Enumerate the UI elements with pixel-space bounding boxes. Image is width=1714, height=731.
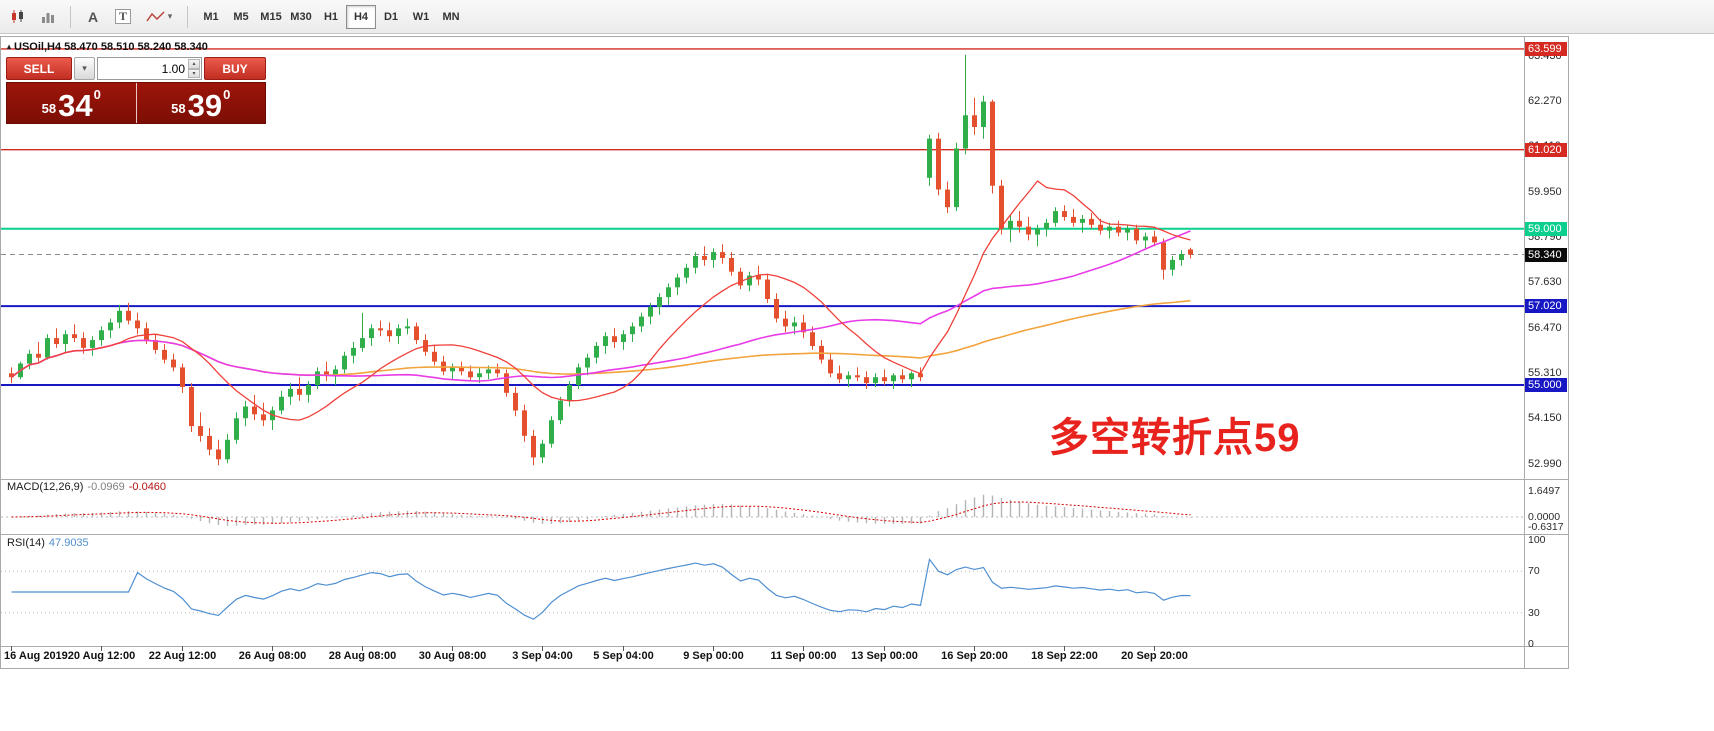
sell-button[interactable]: SELL: [6, 57, 72, 80]
price-display-divider: [135, 83, 137, 123]
timeframe-button-d1[interactable]: D1: [383, 10, 399, 23]
timeframe-toolbar: M1 M5 M15 M30 H1 H4 D1 W1 MN: [196, 4, 466, 29]
buy-price-pips: 39: [187, 87, 223, 123]
buy-price-major: 58: [171, 101, 186, 116]
sell-price-display[interactable]: 58 34 0: [7, 83, 136, 123]
timeframe-button-m30[interactable]: M30: [290, 10, 312, 23]
chart-annotation: 多空转折点59: [1049, 416, 1301, 460]
macd-indicator-label: MACD(12,26,9) -0.0969 -0.0460: [7, 481, 166, 493]
volume-increment-button[interactable]: ▴: [188, 59, 200, 69]
text-tool-glyph: T: [114, 9, 131, 24]
zigzag-icon: [146, 10, 165, 21]
volume-spinner: ▴ ▾: [188, 59, 200, 78]
volume-input-wrap: ▴ ▾: [97, 57, 202, 80]
price-display-panel: 58 34 0 58 39 0: [6, 82, 266, 124]
timeframe-button-h4[interactable]: H4: [346, 4, 376, 29]
one-click-trade-panel: SELL ▾ ▴ ▾ BUY 58 34 0: [6, 57, 266, 124]
main-toolbar: A T ▾ M1 M5 M15 M30 H1 H4 D1 W1 MN: [0, 0, 1714, 34]
timeframe-button-mn[interactable]: MN: [442, 10, 460, 23]
dropdown-caret-icon: ▾: [167, 11, 173, 21]
symbol-ohlc-text: USOil,H4 58.470 58.510 58.240 58.340: [14, 41, 208, 53]
rsi-value: 47.9035: [48, 537, 89, 549]
timeframe-button-m15[interactable]: M15: [260, 10, 282, 23]
caret-down-icon: ▾: [82, 63, 87, 73]
rsi-name: RSI(14): [7, 537, 45, 549]
buy-price-display[interactable]: 58 39 0: [137, 83, 266, 123]
macd-value-2: -0.0460: [128, 481, 167, 493]
timeframe-button-w1[interactable]: W1: [412, 10, 430, 23]
symbol-marker-icon: ▴: [7, 42, 12, 51]
toolbar-separator: [187, 5, 188, 28]
toolbar-separator: [70, 5, 71, 28]
chart-window: 63.430 62.270 61.110 59.950 58.790 57.630 56.4…: [0, 36, 1569, 669]
trade-options-caret-button[interactable]: ▾: [74, 57, 95, 80]
timeframe-button-m5[interactable]: M5: [233, 10, 249, 23]
sell-price-pips: 34: [58, 87, 93, 123]
usoil-h4-candlestick-chart[interactable]: [1, 37, 1568, 668]
sell-price-major: 58: [41, 101, 57, 116]
line-studies-icon[interactable]: ▾: [139, 3, 179, 31]
histogram-icon[interactable]: [34, 3, 62, 31]
candlestick-chart-icon[interactable]: [4, 3, 32, 31]
symbol-header: ▴ USOil,H4 58.470 58.510 58.240 58.340: [7, 41, 208, 53]
timeframe-button-m1[interactable]: M1: [203, 10, 219, 23]
timeframe-button-h1[interactable]: H1: [323, 10, 339, 23]
text-tool-icon[interactable]: T: [109, 3, 137, 31]
macd-value-1: -0.0969: [87, 481, 125, 493]
buy-button[interactable]: BUY: [204, 57, 266, 80]
rsi-indicator-label: RSI(14) 47.9035: [7, 537, 89, 549]
buy-price-pipette: 0: [223, 87, 231, 102]
macd-name: MACD(12,26,9): [7, 481, 84, 493]
volume-input[interactable]: [97, 57, 202, 80]
cursor-a-icon[interactable]: A: [79, 3, 107, 31]
volume-decrement-button[interactable]: ▾: [188, 68, 200, 78]
cursor-a-glyph: A: [87, 8, 99, 25]
sell-price-pipette: 0: [93, 87, 101, 102]
